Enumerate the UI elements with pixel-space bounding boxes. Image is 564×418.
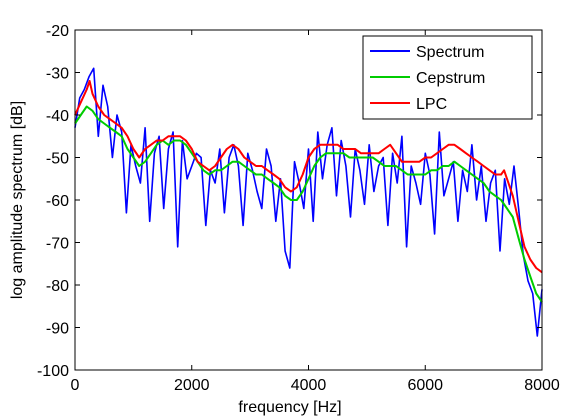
y-tick-label: -20 [46,23,69,40]
y-tick-label: -90 [46,321,69,338]
legend: Spectrum Cepstrum LPC [362,35,533,120]
x-tick-label: 2000 [174,377,210,394]
x-tick-label: 4000 [291,377,327,394]
series-line-lpc [74,80,543,274]
x-tick-label: 0 [71,377,80,394]
series-line-cepstrum [74,105,543,303]
legend-label-cepstrum: Cepstrum [416,70,485,87]
y-tick-label: -80 [46,278,69,295]
x-tick-label: 6000 [407,377,443,394]
legend-label-spectrum: Spectrum [416,44,484,61]
y-tick-label: -70 [46,236,69,253]
y-axis-label: log amplitude spectrum [dB] [9,101,26,299]
x-tick-label: 8000 [524,377,560,394]
axis-layer: 0 2000 4000 6000 8000 -20 -30 -40 -50 -60 -70 -80 -9… [37,23,560,394]
legend-label-lpc: LPC [416,96,447,113]
y-tick-label: -30 [46,66,69,83]
y-tick-label: -40 [46,108,69,125]
y-tick-label: -60 [46,193,69,210]
series-layer [74,67,543,337]
x-axis-label: frequency [Hz] [238,399,341,416]
series-line-spectrum [74,67,543,337]
y-tick-label: -50 [46,151,69,168]
y-tick-label: -100 [37,363,69,380]
